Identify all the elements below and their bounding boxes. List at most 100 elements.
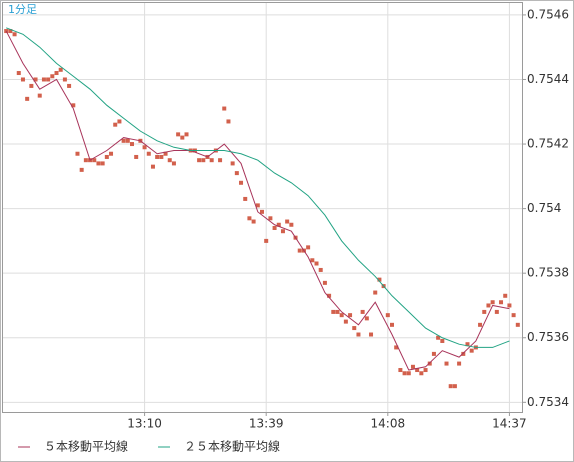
point [289,222,294,227]
point [167,158,172,163]
point [436,335,441,340]
point [226,119,231,124]
point [402,371,407,376]
point [465,342,470,347]
point [96,161,101,166]
point [134,154,139,159]
point [310,258,315,263]
point [343,319,348,324]
point [83,158,88,163]
point [448,384,453,389]
point [121,138,126,143]
point [478,322,483,327]
point [4,29,9,34]
point [176,132,181,137]
point [247,216,252,221]
point [494,309,499,314]
point [20,77,25,82]
chart-title: 1分足 [8,3,37,16]
point [457,361,462,366]
point [25,96,30,101]
point [327,293,332,298]
point [352,326,357,331]
y-tick-label: 0.7536 [527,330,569,344]
point [209,158,214,163]
point [239,180,244,185]
point [125,138,130,143]
point [440,338,445,343]
point [398,368,403,373]
point [390,322,394,327]
point [8,29,13,34]
point [423,368,428,373]
point [415,368,420,373]
point [50,74,55,79]
point [171,161,176,166]
point [373,290,378,295]
point [264,238,269,243]
point [130,142,134,147]
point [360,309,365,314]
point [41,77,46,82]
point [297,248,302,253]
point [58,67,63,72]
point [46,77,51,82]
point [322,280,327,285]
point [184,132,189,137]
point [109,151,114,156]
point [100,161,105,166]
point [12,32,17,37]
point [163,151,168,156]
point [37,93,42,98]
point [331,309,336,314]
point [385,313,390,318]
point [364,316,369,321]
point [33,77,38,82]
legend-label: ２５本移動平均線 [184,439,280,454]
point [335,309,340,314]
point [490,300,495,305]
x-tick-label: 14:08 [371,417,406,431]
point [507,303,512,308]
y-tick-label: 0.7538 [527,266,569,280]
point [285,219,290,224]
point [243,196,248,201]
point [92,158,97,163]
point [272,225,277,230]
point [499,300,504,305]
plot-frame [2,2,523,413]
point [427,361,432,366]
point [461,351,466,356]
point [306,245,311,250]
point [67,83,72,88]
point [318,267,323,272]
point [104,154,109,159]
point [146,151,151,156]
point [377,277,382,282]
point [419,371,424,376]
y-tick-label: 0.7542 [527,137,569,151]
point [150,164,155,169]
ma-line [6,27,510,348]
point [113,122,118,127]
legend-label: ５本移動平均線 [44,439,128,454]
point [260,209,264,214]
point [29,83,34,88]
point [62,77,67,82]
point [348,313,353,318]
point [268,216,273,221]
point [180,135,185,140]
point [469,348,474,353]
point [406,371,411,376]
x-tick-label: 13:10 [127,417,162,431]
point [234,171,239,176]
y-tick-label: 0.7534 [527,395,569,409]
point [276,222,281,227]
point [511,313,516,318]
point [314,261,319,266]
point [16,71,21,76]
y-tick-label: 0.754 [527,201,561,215]
point [280,229,285,234]
point [117,119,122,124]
